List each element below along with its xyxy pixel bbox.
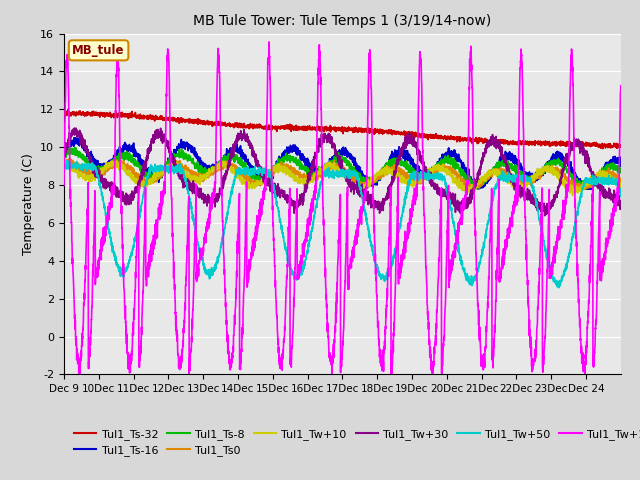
Legend: Tul1_Ts-32, Tul1_Ts-16, Tul1_Ts-8, Tul1_Ts0, Tul1_Tw+10, Tul1_Tw+30, Tul1_Tw+50,: Tul1_Ts-32, Tul1_Ts-16, Tul1_Ts-8, Tul1_… bbox=[70, 424, 640, 460]
Text: MB_tule: MB_tule bbox=[72, 44, 125, 57]
Title: MB Tule Tower: Tule Temps 1 (3/19/14-now): MB Tule Tower: Tule Temps 1 (3/19/14-now… bbox=[193, 14, 492, 28]
Y-axis label: Temperature (C): Temperature (C) bbox=[22, 153, 35, 255]
